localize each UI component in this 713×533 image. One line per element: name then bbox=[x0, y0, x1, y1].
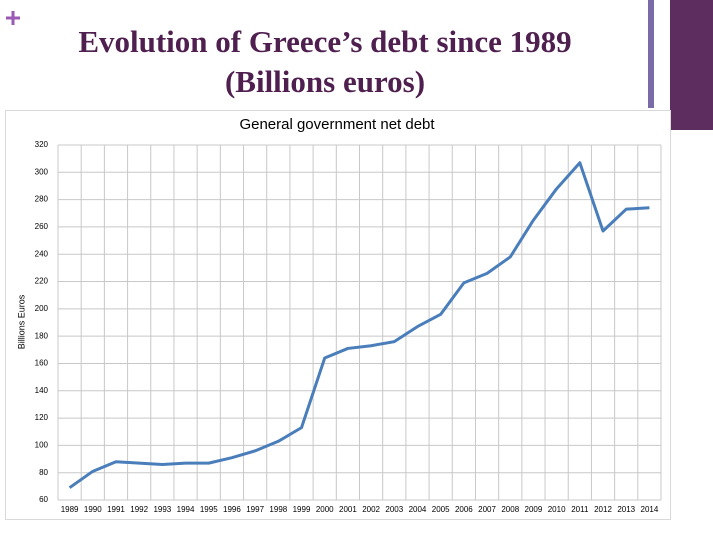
y-tick-label: 120 bbox=[35, 413, 49, 422]
decor-bar bbox=[648, 0, 654, 108]
slide-title: (Billions euros) bbox=[224, 64, 426, 99]
x-tick-label: 2002 bbox=[362, 505, 380, 514]
x-tick-label: 2013 bbox=[617, 505, 635, 514]
y-tick-label: 60 bbox=[39, 495, 48, 504]
x-tick-label: 2012 bbox=[594, 505, 612, 514]
x-tick-label: 1992 bbox=[130, 505, 148, 514]
y-tick-label: 80 bbox=[39, 468, 48, 477]
y-tick-label: 300 bbox=[35, 167, 49, 176]
x-tick-label: 1999 bbox=[293, 505, 311, 514]
x-tick-label: 1991 bbox=[107, 505, 125, 514]
y-tick-label: 320 bbox=[35, 140, 49, 149]
x-tick-label: 1996 bbox=[223, 505, 241, 514]
x-tick-label: 2008 bbox=[501, 505, 519, 514]
y-tick-label: 220 bbox=[35, 277, 49, 286]
y-tick-label: 240 bbox=[35, 249, 49, 258]
chart-title: General government net debt bbox=[239, 116, 435, 133]
x-tick-label: 2011 bbox=[571, 505, 589, 514]
x-tick-label: 2007 bbox=[478, 505, 496, 514]
x-tick-label: 2005 bbox=[432, 505, 450, 514]
y-tick-label: 260 bbox=[35, 222, 49, 231]
x-tick-label: 1989 bbox=[61, 505, 79, 514]
x-tick-label: 1997 bbox=[246, 505, 264, 514]
x-tick-label: 1993 bbox=[153, 505, 171, 514]
x-tick-label: 2004 bbox=[409, 505, 427, 514]
y-tick-label: 280 bbox=[35, 195, 49, 204]
chart-frame bbox=[5, 110, 671, 520]
x-tick-label: 2006 bbox=[455, 505, 473, 514]
x-tick-label: 1994 bbox=[177, 505, 195, 514]
x-tick-label: 2009 bbox=[525, 505, 543, 514]
y-tick-label: 180 bbox=[35, 331, 49, 340]
data-line bbox=[68, 161, 650, 489]
x-tick-label: 2010 bbox=[548, 505, 566, 514]
y-axis-label: Billions Euros bbox=[16, 294, 26, 349]
x-tick-label: 2000 bbox=[316, 505, 334, 514]
slide-title: Evolution of Greece’s debt since 1989 bbox=[78, 24, 572, 59]
decor-block bbox=[670, 0, 713, 130]
x-tick-label: 2014 bbox=[641, 505, 659, 514]
y-tick-label: 140 bbox=[35, 386, 49, 395]
x-tick-label: 2003 bbox=[385, 505, 403, 514]
x-tick-label: 1995 bbox=[200, 505, 218, 514]
y-tick-label: 100 bbox=[35, 440, 49, 449]
plus-icon bbox=[6, 11, 20, 25]
y-tick-label: 160 bbox=[35, 359, 49, 368]
x-tick-label: 1990 bbox=[84, 505, 102, 514]
x-tick-label: 2001 bbox=[339, 505, 357, 514]
y-tick-label: 200 bbox=[35, 304, 49, 313]
x-tick-label: 1998 bbox=[269, 505, 287, 514]
